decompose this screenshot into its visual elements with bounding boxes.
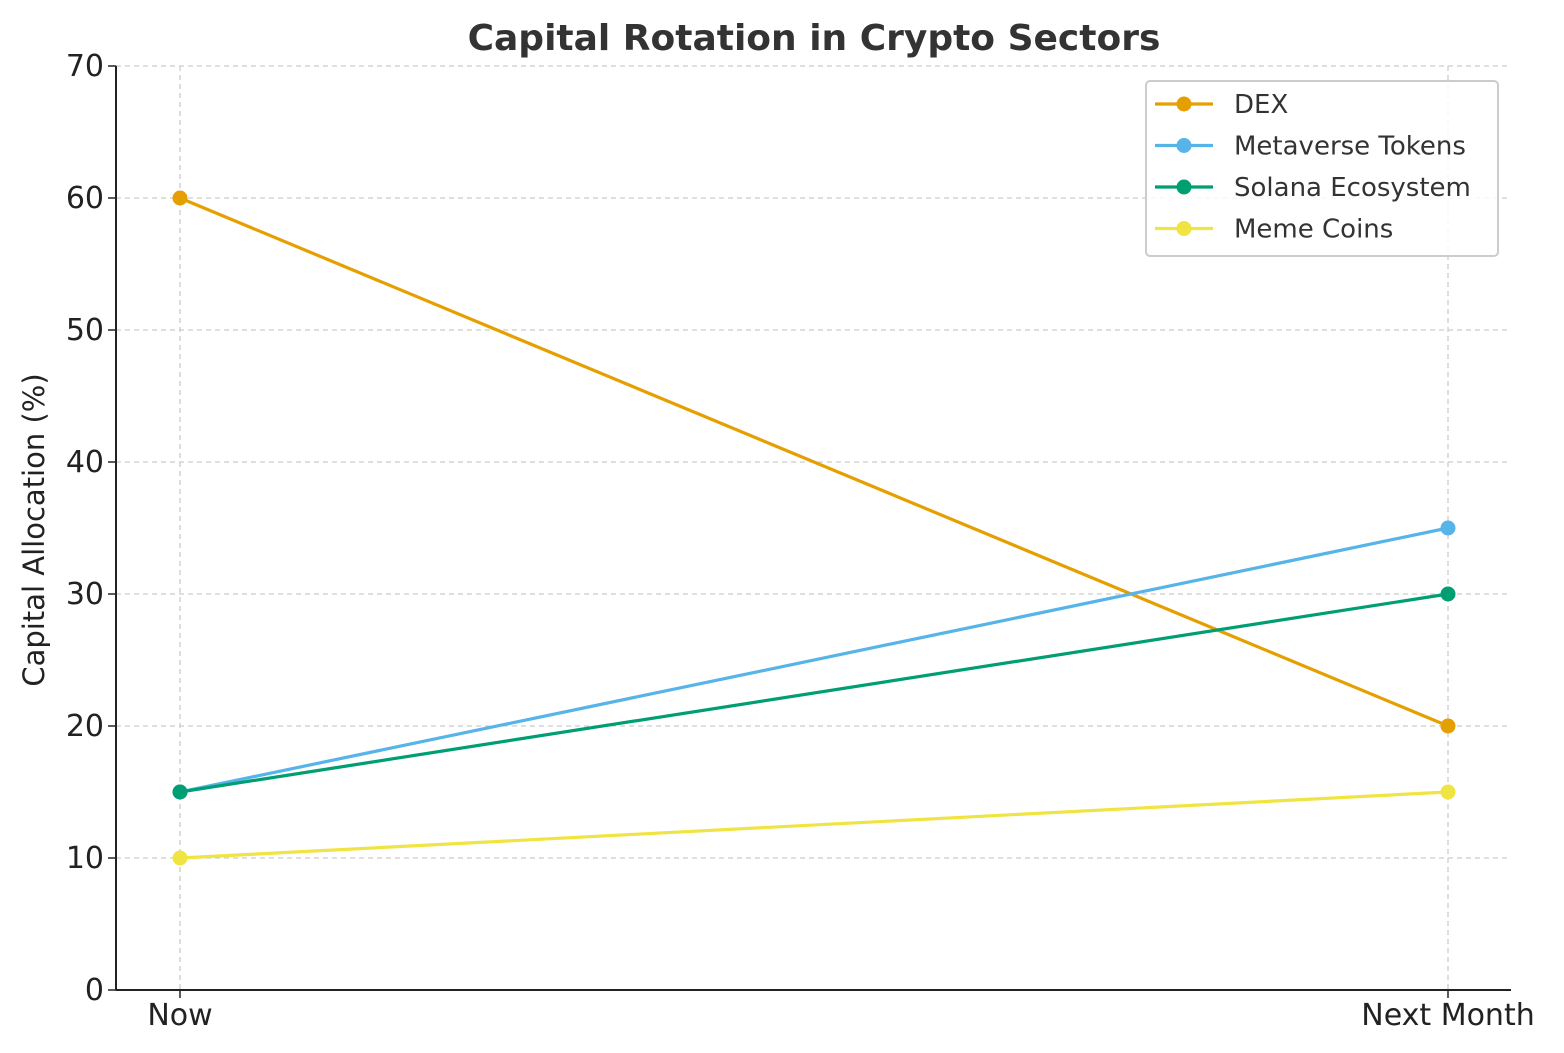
data-point-metaverse-tokens — [1440, 520, 1456, 536]
legend-label: Metaverse Tokens — [1234, 132, 1466, 162]
data-point-meme-coins — [172, 850, 188, 866]
chart-title: Capital Rotation in Crypto Sectors — [468, 18, 1161, 59]
y-tick-label: 20 — [66, 709, 104, 744]
series-line-dex — [178, 196, 1450, 728]
y-tick-label: 30 — [66, 577, 104, 612]
series-metaverse-tokens — [172, 520, 1456, 800]
y-tick-label: 10 — [66, 841, 104, 876]
data-point-solana-ecosystem — [172, 784, 188, 800]
series-line-metaverse-tokens — [178, 526, 1450, 794]
data-point-meme-coins — [1440, 784, 1456, 800]
series-solana-ecosystem — [172, 586, 1456, 800]
y-tick-label: 50 — [66, 313, 104, 348]
series-layer — [172, 190, 1456, 866]
y-axis-label: Capital Allocation (%) — [17, 373, 51, 686]
y-tick-label: 0 — [85, 973, 104, 1008]
data-point-dex — [172, 190, 188, 206]
series-line-solana-ecosystem — [178, 592, 1450, 794]
y-tick-label: 60 — [66, 181, 104, 216]
data-point-dex — [1440, 718, 1456, 734]
legend-item-solana-ecosystem[interactable]: Solana Ecosystem — [1155, 173, 1471, 203]
axes: 0 10 20 30 40 50 60 70 Now Next Month — [66, 49, 1535, 1033]
x-tick-label: Next Month — [1361, 998, 1534, 1033]
series-dex — [172, 190, 1456, 734]
legend[interactable]: DEX Metaverse Tokens Solana Ecosystem Meme … — [1145, 80, 1499, 257]
legend-swatch-marker — [1176, 138, 1192, 153]
legend-item-dex[interactable]: DEX — [1155, 90, 1288, 120]
legend-swatch-marker — [1176, 221, 1192, 236]
y-tick-label: 70 — [66, 49, 104, 84]
legend-item-metaverse-tokens[interactable]: Metaverse Tokens — [1155, 132, 1466, 162]
legend-label: DEX — [1234, 90, 1288, 120]
x-tick-label: Now — [147, 998, 212, 1033]
series-meme-coins — [172, 784, 1456, 866]
data-point-solana-ecosystem — [1440, 586, 1456, 602]
legend-label: Solana Ecosystem — [1234, 173, 1471, 203]
legend-item-meme-coins[interactable]: Meme Coins — [1155, 215, 1393, 245]
y-tick-label: 40 — [66, 445, 104, 480]
series-line-meme-coins — [178, 790, 1450, 860]
legend-label: Meme Coins — [1234, 215, 1393, 245]
legend-swatch-marker — [1176, 96, 1192, 112]
legend-box — [1145, 80, 1499, 257]
legend-swatch-marker — [1176, 179, 1192, 195]
